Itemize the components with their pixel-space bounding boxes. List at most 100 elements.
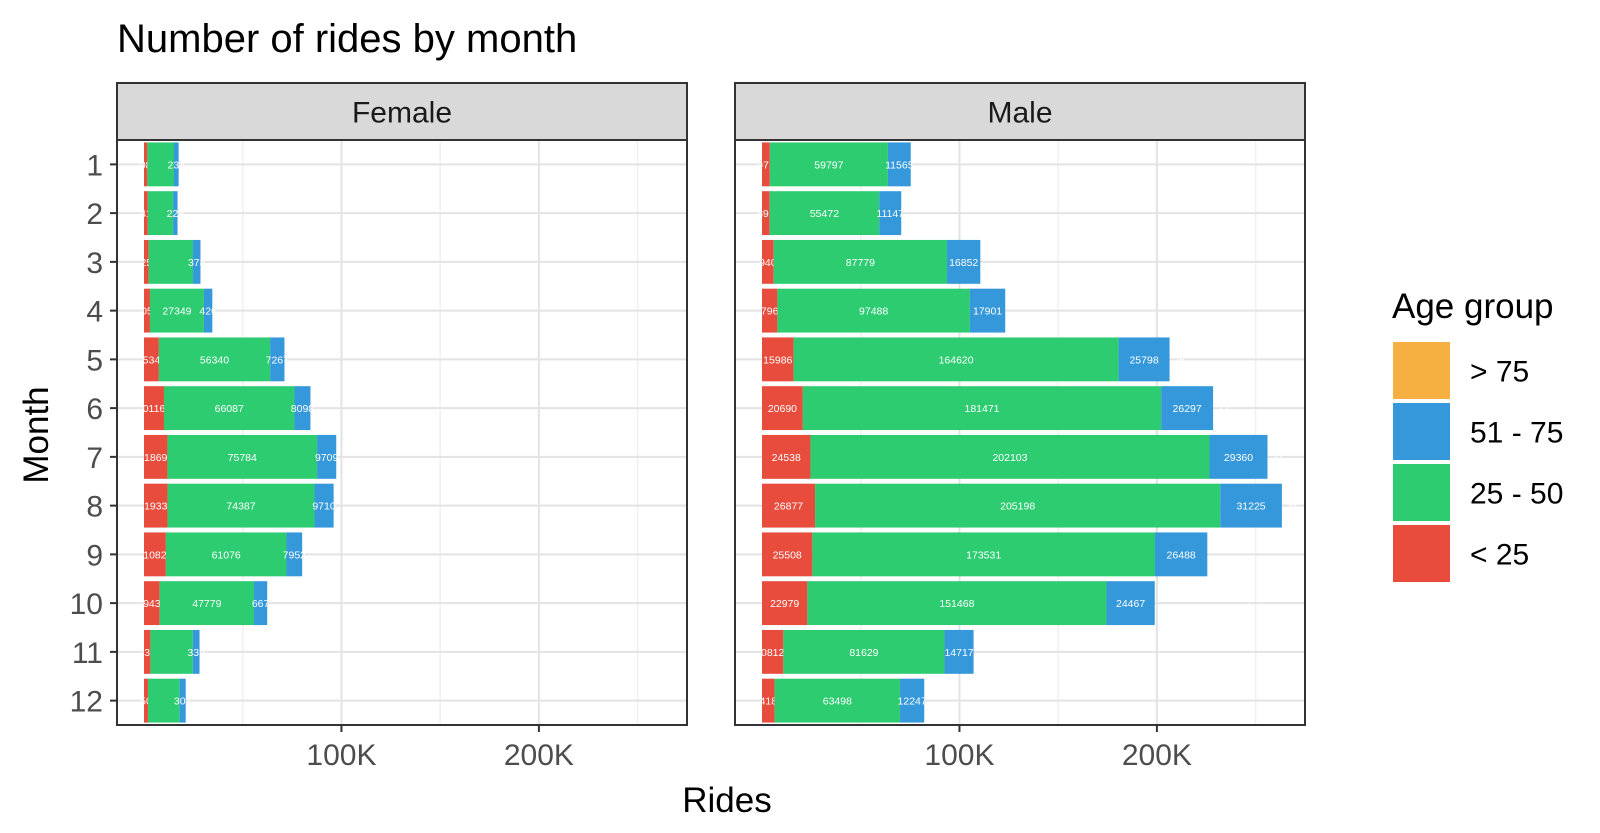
x-axis-title: Rides bbox=[682, 781, 771, 820]
bar-data-label: 173531 bbox=[966, 549, 1001, 561]
bar-data-label: 11147 bbox=[876, 208, 904, 220]
bar-segment bbox=[1209, 434, 1268, 479]
bar-data-label: 24467 bbox=[1116, 598, 1145, 610]
bar-data-label: 63498 bbox=[823, 696, 852, 708]
legend-title: Age group bbox=[1392, 287, 1554, 326]
bar-segment bbox=[1118, 337, 1170, 382]
bar-data-label: 22 bbox=[1217, 403, 1229, 415]
legend-key bbox=[1393, 403, 1450, 460]
bar-segment bbox=[762, 288, 778, 333]
bar-segment bbox=[793, 337, 1119, 382]
bar-segment bbox=[144, 386, 164, 431]
bar-data-label: 151468 bbox=[939, 598, 974, 610]
bar-data-label: 47779 bbox=[192, 598, 221, 610]
facet-strip-label: Female bbox=[352, 97, 452, 130]
bar-data-label: 943 bbox=[143, 598, 161, 610]
bar-data-label: 418 bbox=[760, 696, 778, 708]
bar-segment bbox=[762, 629, 784, 674]
bar-data-label: 16852 bbox=[949, 257, 978, 269]
bar-data-label: 24 bbox=[1286, 501, 1298, 513]
bar-data-label: 1933 bbox=[144, 501, 168, 513]
legend-label: 25 - 50 bbox=[1470, 478, 1563, 511]
bar-data-label: 940 bbox=[759, 257, 777, 269]
bar-segment bbox=[163, 386, 295, 431]
bar-data-label: 29360 bbox=[1224, 452, 1253, 464]
bar-data-label: 15986 bbox=[763, 354, 792, 366]
bar-segment bbox=[144, 678, 149, 723]
bar-segment bbox=[1155, 532, 1208, 577]
y-tick-label: 3 bbox=[86, 247, 103, 280]
bar-data-label: 26877 bbox=[774, 501, 803, 513]
bar-segment bbox=[769, 142, 888, 187]
bar-data-label: 74387 bbox=[226, 501, 255, 513]
bar-segment bbox=[147, 142, 175, 187]
bar-segment bbox=[144, 191, 148, 236]
y-axis-title: Month bbox=[17, 386, 56, 483]
bar-segment bbox=[762, 434, 811, 479]
y-tick-label: 11 bbox=[72, 637, 103, 670]
bar-segment bbox=[144, 288, 150, 333]
bar-segment bbox=[314, 483, 334, 528]
bar-data-label: 339 bbox=[187, 647, 205, 659]
y-tick-label: 2 bbox=[86, 198, 103, 231]
legend-label: 51 - 75 bbox=[1470, 417, 1563, 450]
bar-data-label: 50 bbox=[140, 696, 152, 708]
legend-key bbox=[1393, 525, 1450, 582]
bar-segment bbox=[270, 337, 285, 382]
bar-segment bbox=[777, 288, 970, 333]
y-tick-label: 4 bbox=[86, 296, 103, 329]
y-tick-label: 12 bbox=[70, 686, 103, 719]
bar-segment bbox=[1161, 386, 1214, 431]
bar-data-label: 12247 bbox=[898, 696, 927, 708]
bar-segment bbox=[879, 191, 902, 236]
bar-segment bbox=[969, 288, 1006, 333]
chart-title: Number of rides by month bbox=[117, 17, 577, 61]
legend-key bbox=[1393, 464, 1450, 521]
bar-segment bbox=[773, 239, 948, 284]
bar-segment bbox=[1106, 581, 1155, 626]
bar-data-label: 1869 bbox=[144, 452, 168, 464]
legend-key bbox=[1393, 342, 1450, 399]
chart-panels: Female 98 234 41 225 25 378 05 27349 426 534 56340 7… bbox=[116, 82, 1306, 772]
y-tick-label: 5 bbox=[86, 344, 103, 377]
bar-segment bbox=[783, 629, 945, 674]
panel-border bbox=[734, 139, 1306, 726]
bar-segment bbox=[807, 581, 1107, 626]
bar-segment bbox=[286, 532, 303, 577]
plot-background bbox=[735, 140, 1305, 725]
bar-segment bbox=[144, 142, 148, 187]
bar-data-label: 98 bbox=[140, 159, 152, 171]
bar-data-label: 56340 bbox=[200, 354, 229, 366]
bar-segment bbox=[254, 581, 268, 626]
bar-data-label: 27 bbox=[1271, 452, 1283, 464]
bar-segment bbox=[144, 239, 149, 284]
bar-segment bbox=[147, 191, 174, 236]
bar-data-label: 59797 bbox=[814, 159, 843, 171]
bar-segment bbox=[802, 386, 1162, 431]
bar-segment bbox=[144, 629, 151, 674]
bar-data-label: 87779 bbox=[846, 257, 875, 269]
bar-data-label: 22979 bbox=[770, 598, 799, 610]
bar-segment bbox=[815, 483, 1221, 528]
bar-data-label: 181471 bbox=[964, 403, 999, 415]
bar-segment bbox=[158, 337, 271, 382]
bar-segment bbox=[947, 239, 981, 284]
bar-data-label: 667 bbox=[252, 598, 270, 610]
legend-label: > 75 bbox=[1470, 356, 1529, 389]
bar-data-label: 27349 bbox=[162, 306, 191, 318]
bar-segment bbox=[762, 142, 770, 187]
bar-segment bbox=[144, 483, 168, 528]
legend: Age group > 75 51 - 75 25 - 50 < 25 bbox=[1392, 287, 1563, 582]
x-tick-label: 200K bbox=[504, 739, 574, 772]
y-tick-label: 8 bbox=[86, 491, 103, 524]
bar-data-label: 41 bbox=[140, 208, 152, 220]
bar-segment bbox=[149, 288, 204, 333]
bar-data-label: 9709 bbox=[315, 452, 339, 464]
x-tick-label: 200K bbox=[1122, 739, 1192, 772]
bar-data-label: 24538 bbox=[772, 452, 801, 464]
bar-data-label: 81629 bbox=[849, 647, 878, 659]
bar-segment bbox=[167, 483, 315, 528]
